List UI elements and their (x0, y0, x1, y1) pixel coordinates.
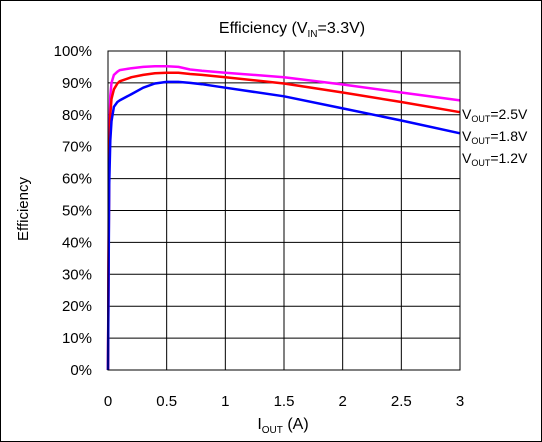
y-tick-label-0: 0% (70, 362, 92, 379)
y-tick-label-7: 70% (62, 139, 92, 156)
legend-label-2: VOUT=1.2V (462, 150, 528, 168)
x-tick-label-4: 2 (338, 393, 346, 410)
series-line-1 (106, 71, 461, 371)
series-layer (106, 65, 461, 371)
chart-title-main: Efficiency (V (219, 20, 308, 37)
x-tick-label-2: 1 (221, 393, 229, 410)
y-tick-label-1: 10% (62, 330, 92, 347)
x-tick-label-5: 2.5 (391, 393, 412, 410)
x-tick-label-1: 0.5 (156, 393, 177, 410)
series-line-0 (106, 65, 461, 371)
y-tick-label-10: 100% (54, 43, 92, 60)
y-tick-label-2: 20% (62, 298, 92, 315)
chart-title-tail: =3.3V) (318, 20, 366, 37)
plot-area-border (107, 50, 461, 371)
x-tick-label-6: 3 (456, 393, 464, 410)
y-tick-label-6: 60% (62, 171, 92, 188)
series-line-2 (106, 80, 461, 371)
y-tick-label-9: 90% (62, 75, 92, 92)
tick-label-layer: 0 0.5 1 1.5 2 2.5 30%10%20%30%40%50%60%70%80%9… (54, 43, 465, 410)
x-tick-label-0: 0 (104, 393, 112, 410)
y-axis-label: Efficiency (15, 177, 32, 241)
x-axis-label-tail: (A) (283, 416, 309, 433)
x-axis-label-main: I (257, 416, 261, 433)
y-tick-label-4: 40% (62, 234, 92, 251)
x-tick-label-3: 1.5 (274, 393, 295, 410)
legend-label-0: VOUT=2.5V (462, 106, 528, 124)
x-axis-label-subscript: OUT (262, 425, 283, 436)
chart-title: Efficiency (VIN=3.3V) (219, 20, 365, 40)
grid-layer (108, 51, 460, 370)
y-tick-label-3: 30% (62, 266, 92, 283)
x-axis-label: IOUT (A) (257, 416, 308, 436)
legend-label-1: VOUT=1.8V (462, 128, 528, 146)
y-tick-label-8: 80% (62, 107, 92, 124)
y-tick-label-5: 50% (62, 203, 92, 220)
legend-layer: VOUT=2.5V VOUT=1.8V VOUT=1.2V (462, 106, 528, 168)
chart-title-subscript: IN (308, 29, 318, 40)
